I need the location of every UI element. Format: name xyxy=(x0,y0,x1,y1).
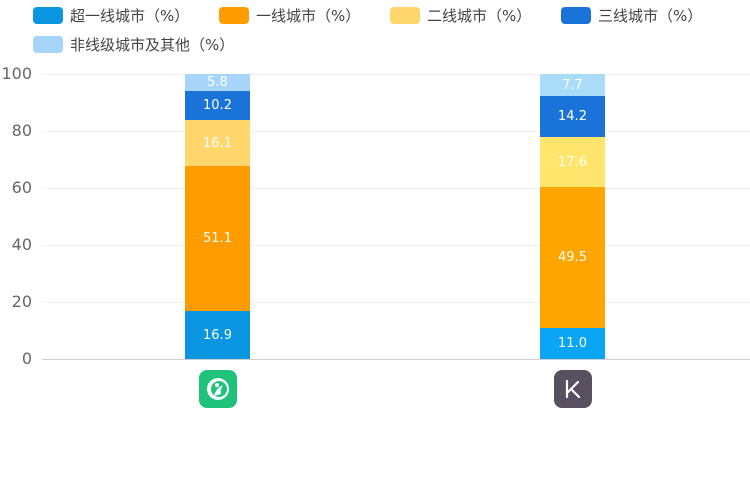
green-app-logo-icon xyxy=(199,370,237,408)
gridline xyxy=(42,245,750,246)
y-tick-label: 100 xyxy=(1,64,32,83)
legend-swatch xyxy=(561,6,591,24)
gridline xyxy=(42,131,750,132)
data-label: 11.0 xyxy=(558,336,587,351)
data-label: 16.9 xyxy=(203,327,232,343)
gridline xyxy=(42,74,750,75)
legend-item-tier2[interactable]: 二线城市（%） xyxy=(390,4,531,26)
data-label: 51.1 xyxy=(203,231,232,246)
gridline xyxy=(42,188,750,189)
gridline xyxy=(42,302,750,303)
legend-swatch xyxy=(33,6,63,24)
keep-app-logo-icon xyxy=(554,370,592,408)
legend-label: 一线城市（%） xyxy=(256,6,361,25)
bar-segment-non-tier[interactable]: 7.7 xyxy=(540,74,605,96)
legend-swatch xyxy=(390,6,420,24)
bar-segment-tier1[interactable]: 51.1 xyxy=(185,166,250,311)
y-tick-label: 60 xyxy=(11,178,32,197)
data-label: 5.8 xyxy=(207,75,228,90)
bar-segment-tier1[interactable]: 49.5 xyxy=(540,187,605,328)
x-axis-line xyxy=(42,359,750,360)
legend-label: 三线城市（%） xyxy=(598,6,703,25)
bar-segment-tier2[interactable]: 16.1 xyxy=(185,120,250,166)
data-label: 49.5 xyxy=(558,250,587,265)
data-label: 7.7 xyxy=(562,77,583,93)
legend-swatch xyxy=(33,35,63,53)
legend-item-non-tier[interactable]: 非线级城市及其他（%） xyxy=(33,33,234,55)
data-label: 10.2 xyxy=(203,98,232,113)
bar-segment-tier2[interactable]: 17.6 xyxy=(540,137,605,187)
data-label: 14.2 xyxy=(558,109,587,124)
legend-item-tier3[interactable]: 三线城市（%） xyxy=(561,4,702,26)
legend-item-tier1[interactable]: 一线城市（%） xyxy=(219,4,360,26)
legend-item-super-tier1[interactable]: 超一线城市（%） xyxy=(33,4,189,26)
bar-segment-non-tier[interactable]: 5.8 xyxy=(185,74,250,91)
k-glyph-icon xyxy=(565,379,581,399)
legend-swatch xyxy=(219,6,249,24)
data-label: 16.1 xyxy=(203,135,232,151)
legend-label: 非线级城市及其他（%） xyxy=(70,35,235,54)
y-tick-label: 40 xyxy=(11,235,32,254)
y-tick-label: 20 xyxy=(11,292,32,311)
y-tick-label: 80 xyxy=(11,121,32,140)
bar-segment-super-tier1[interactable]: 16.9 xyxy=(185,311,250,359)
app-glyph-icon xyxy=(207,378,229,400)
bar-segment-super-tier1[interactable]: 11.0 xyxy=(540,328,605,359)
legend-label: 二线城市（%） xyxy=(427,6,532,25)
legend-label: 超一线城市（%） xyxy=(70,6,190,25)
data-label: 17.6 xyxy=(558,154,587,170)
bar-segment-tier3[interactable]: 10.2 xyxy=(185,91,250,120)
bar-segment-tier3[interactable]: 14.2 xyxy=(540,96,605,137)
y-tick-label: 0 xyxy=(21,349,32,368)
